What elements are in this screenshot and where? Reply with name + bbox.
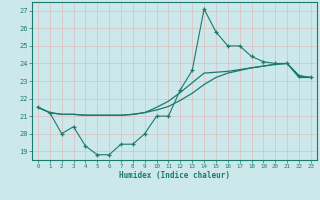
X-axis label: Humidex (Indice chaleur): Humidex (Indice chaleur) — [119, 171, 230, 180]
